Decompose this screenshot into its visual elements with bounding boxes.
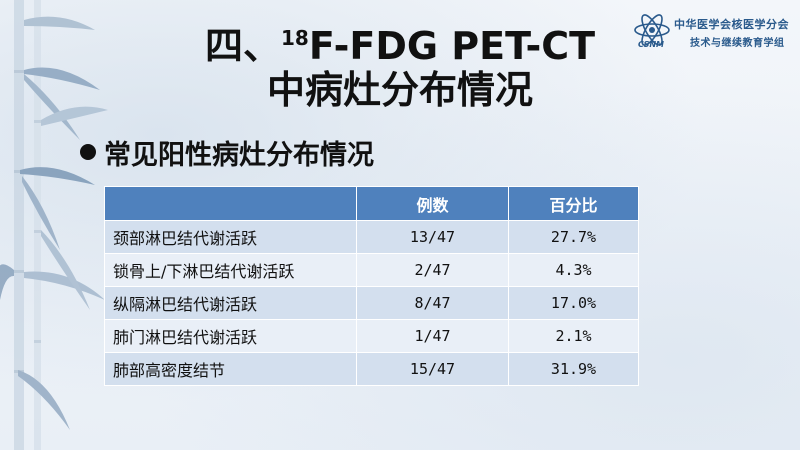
title-superscript: 18 bbox=[280, 26, 309, 50]
table-row: 肺部高密度结节 15/47 31.9% bbox=[104, 352, 639, 386]
row-count: 1/47 bbox=[356, 319, 509, 353]
row-count: 15/47 bbox=[356, 352, 509, 386]
bullet-heading: 常见阳性病灶分布情况 bbox=[80, 134, 374, 171]
atom-icon bbox=[634, 14, 670, 46]
row-count: 2/47 bbox=[356, 253, 509, 287]
row-label: 锁骨上/下淋巴结代谢活跃 bbox=[104, 253, 357, 287]
logo-org-line2: 技术与继续教育学组 bbox=[690, 38, 785, 49]
table-row: 肺门淋巴结代谢活跃 1/47 2.1% bbox=[104, 319, 639, 353]
slide-title-line1: 四、18F-FDG PET-CT bbox=[190, 14, 610, 70]
org-logo: CSNM 中华医学会核医学分会 技术与继续教育学组 bbox=[632, 10, 797, 54]
title-prefix: 四、 bbox=[204, 24, 281, 68]
row-percent: 17.0% bbox=[508, 286, 639, 320]
logo-org-line1: 中华医学会核医学分会 bbox=[674, 18, 789, 31]
header-label bbox=[104, 186, 357, 221]
bamboo-decoration bbox=[0, 0, 108, 450]
table-row: 颈部淋巴结代谢活跃 13/47 27.7% bbox=[104, 220, 639, 254]
row-percent: 2.1% bbox=[508, 319, 639, 353]
table-header-row: 例数 百分比 bbox=[104, 186, 639, 221]
row-label: 纵隔淋巴结代谢活跃 bbox=[104, 286, 357, 320]
slide-title-line2: 中病灶分布情况 bbox=[266, 68, 533, 112]
logo-abbrev: CSNM bbox=[638, 40, 665, 49]
row-count: 13/47 bbox=[356, 220, 509, 254]
header-count: 例数 bbox=[356, 186, 509, 221]
bullet-dot-icon bbox=[80, 144, 96, 160]
row-label: 肺部高密度结节 bbox=[104, 352, 357, 386]
row-percent: 27.7% bbox=[508, 220, 639, 254]
row-count: 8/47 bbox=[356, 286, 509, 320]
lesion-distribution-table: 例数 百分比 颈部淋巴结代谢活跃 13/47 27.7% 锁骨上/下淋巴结代谢活… bbox=[104, 186, 639, 386]
row-percent: 31.9% bbox=[508, 352, 639, 386]
title-suffix: F-FDG PET-CT bbox=[308, 24, 596, 68]
table-row: 纵隔淋巴结代谢活跃 8/47 17.0% bbox=[104, 286, 639, 320]
header-percent: 百分比 bbox=[508, 186, 639, 221]
row-label: 颈部淋巴结代谢活跃 bbox=[104, 220, 357, 254]
bullet-text: 常见阳性病灶分布情况 bbox=[104, 139, 374, 171]
row-percent: 4.3% bbox=[508, 253, 639, 287]
row-label: 肺门淋巴结代谢活跃 bbox=[104, 319, 357, 353]
table-row: 锁骨上/下淋巴结代谢活跃 2/47 4.3% bbox=[104, 253, 639, 287]
